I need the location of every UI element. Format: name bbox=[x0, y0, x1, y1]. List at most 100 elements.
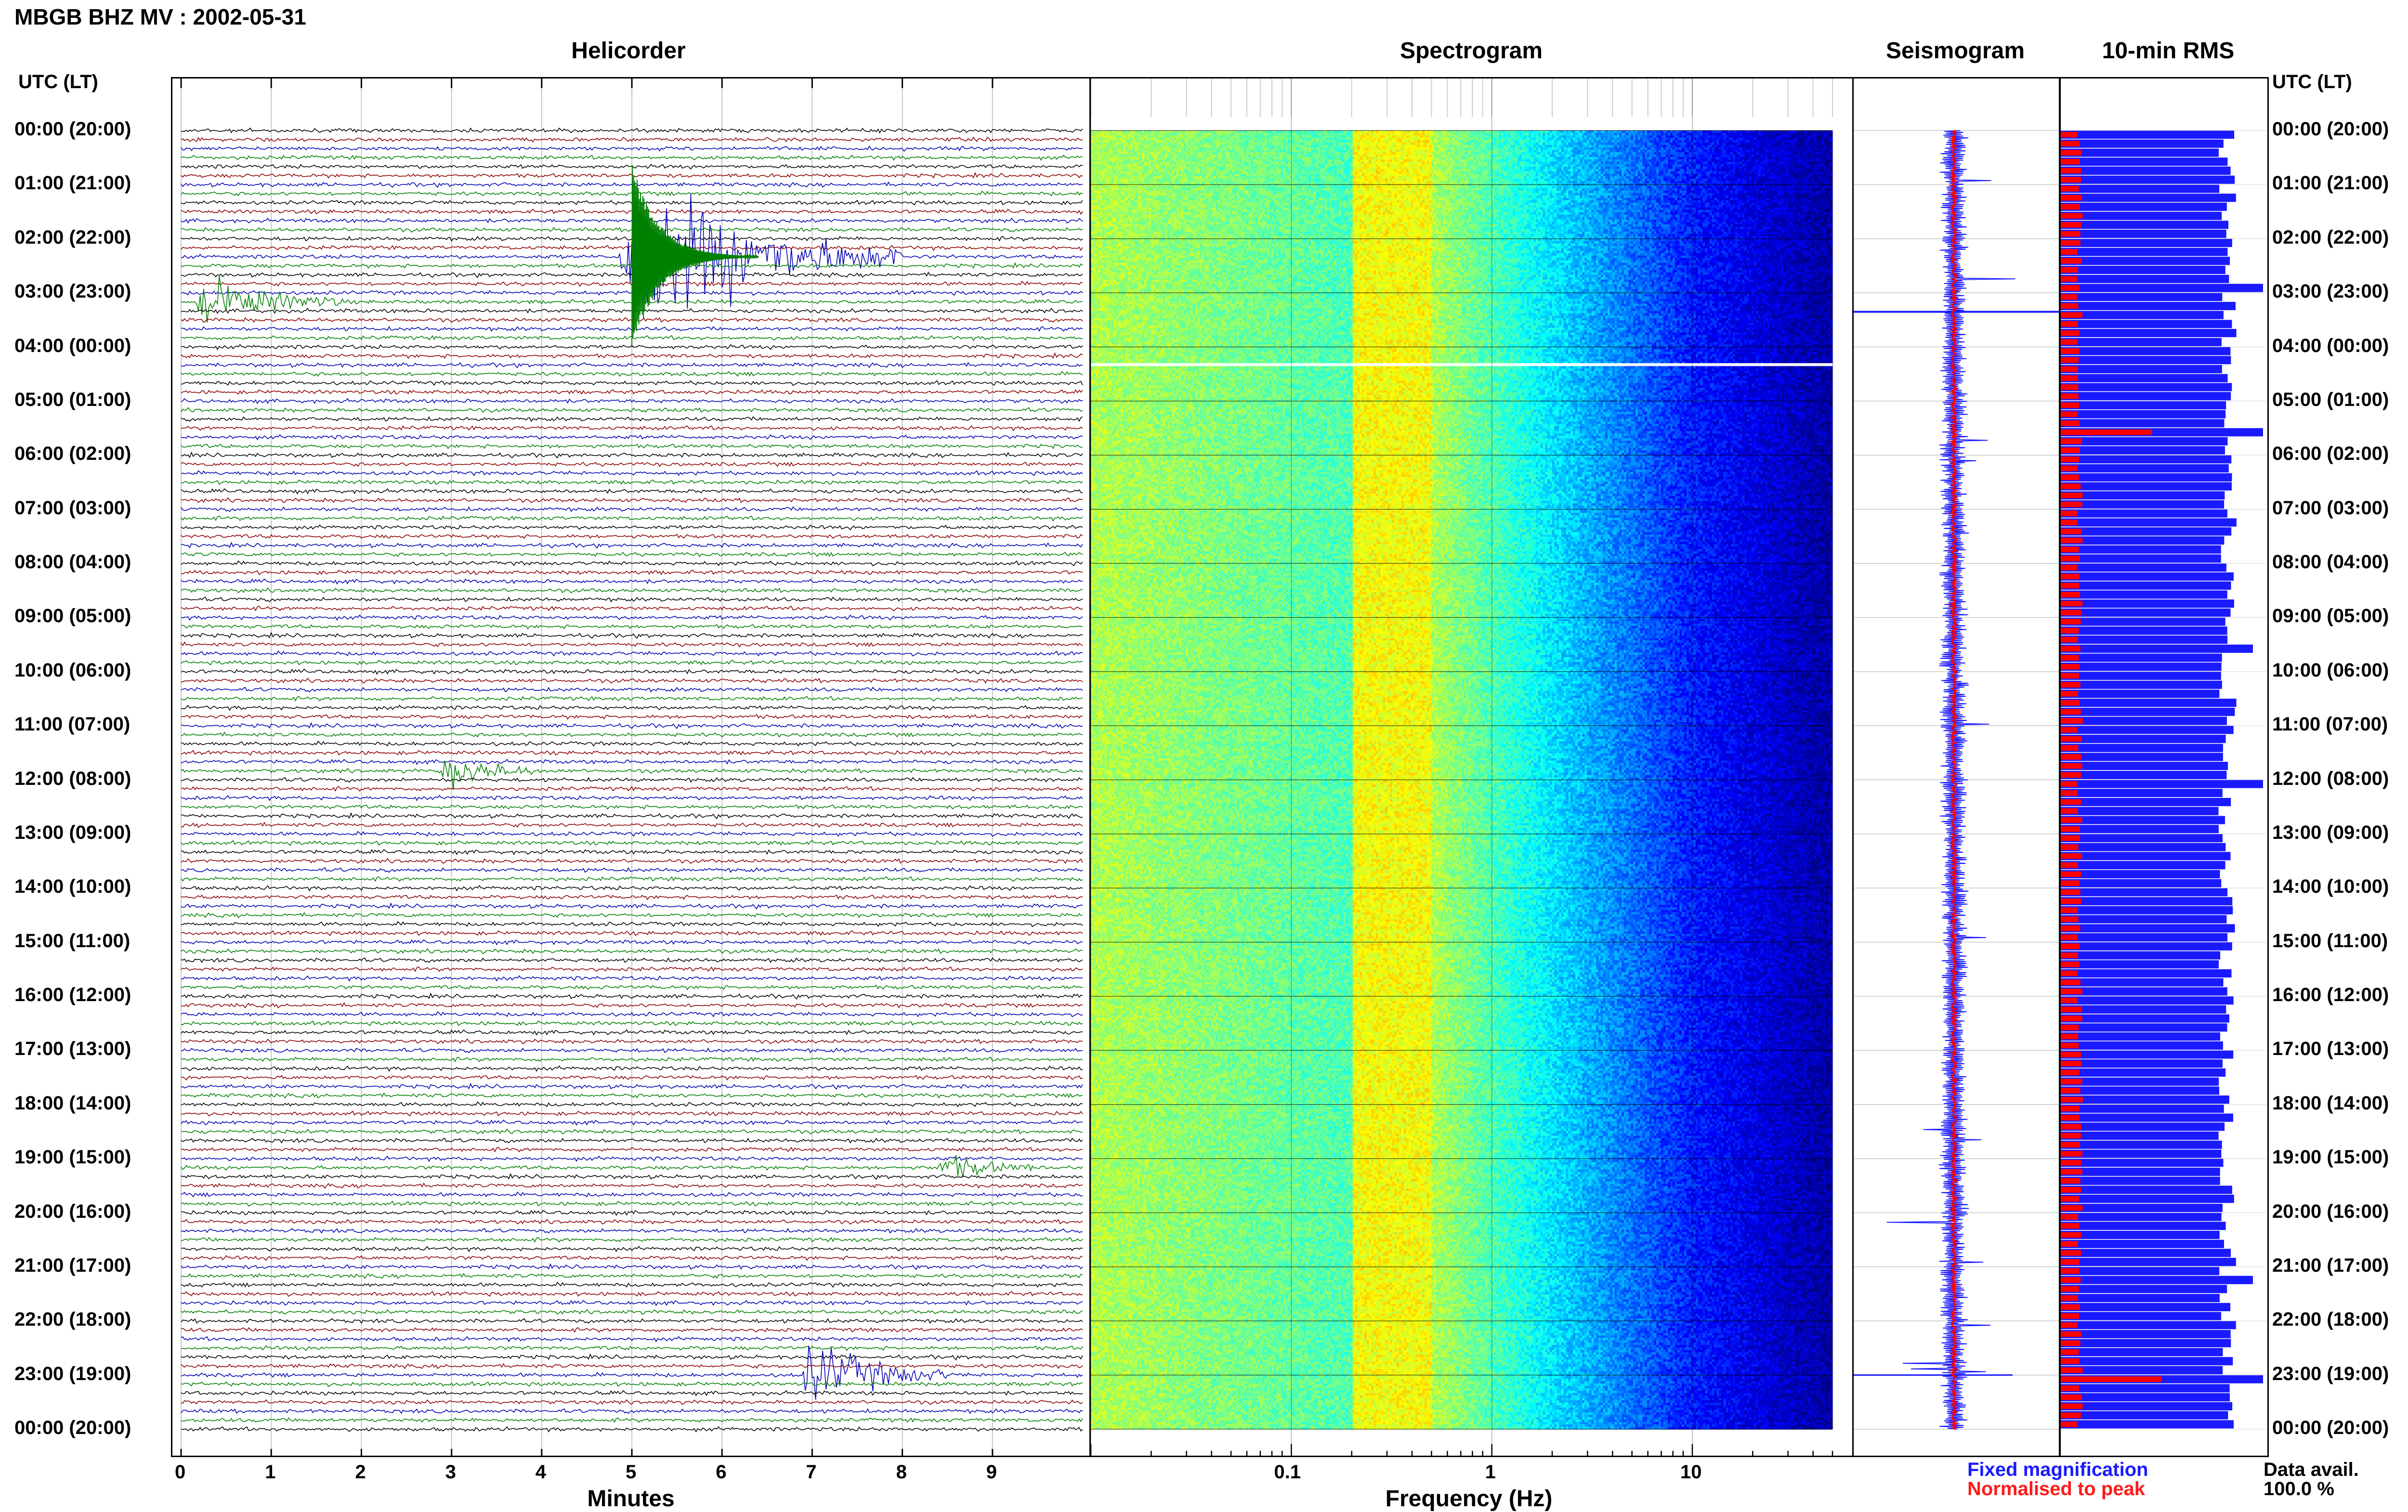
rms-bar-fixed bbox=[2061, 221, 2229, 229]
time-label-right: 00:00 (20:00) bbox=[2272, 118, 2389, 140]
helicorder-trace bbox=[181, 461, 1083, 468]
helicorder-trace bbox=[181, 1426, 1083, 1433]
rms-bar-normalised bbox=[2061, 411, 2078, 417]
rms-panel bbox=[2059, 77, 2269, 1457]
rms-bar-normalised bbox=[2061, 375, 2078, 381]
rms-bar-normalised bbox=[2061, 474, 2079, 481]
rms-bar-fixed bbox=[2061, 852, 2231, 860]
rms-bar-normalised bbox=[2061, 294, 2077, 300]
helicorder-trace bbox=[181, 1219, 1083, 1225]
helicorder-trace bbox=[181, 145, 1083, 152]
rms-bar-fixed bbox=[2061, 166, 2231, 175]
rms-bar-normalised bbox=[2061, 1223, 2080, 1229]
rms-bar-normalised bbox=[2061, 727, 2078, 733]
rms-bar-fixed bbox=[2061, 1014, 2229, 1023]
rms-bar-fixed bbox=[2061, 870, 2220, 878]
rms-bar-fixed bbox=[2061, 1249, 2231, 1257]
rms-bar-normalised bbox=[2061, 1313, 2079, 1319]
rms-bar-normalised bbox=[2061, 1060, 2081, 1067]
rms-bar-fixed bbox=[2061, 500, 2225, 509]
helicorder-trace bbox=[181, 470, 1083, 476]
rms-bar-normalised bbox=[2061, 258, 2082, 264]
rms-bar-normalised bbox=[2061, 745, 2079, 751]
rms-bar-fixed bbox=[2061, 1411, 2228, 1420]
legend-fixed-magnification: Fixed magnification bbox=[1967, 1459, 2148, 1480]
helicorder-trace bbox=[181, 1345, 1083, 1400]
rms-bar-normalised bbox=[2061, 1069, 2080, 1076]
rms-bar-fixed bbox=[2061, 915, 2227, 924]
spectrogram-x-tick-label: 1 bbox=[1485, 1461, 1496, 1483]
rms-bar-normalised bbox=[2061, 547, 2079, 552]
rms-bar-normalised bbox=[2061, 574, 2080, 580]
helicorder-trace bbox=[181, 1381, 1083, 1387]
rms-bar-normalised bbox=[2061, 564, 2078, 571]
spectrogram-image bbox=[1091, 78, 1852, 1456]
rms-bar-normalised bbox=[2061, 646, 2081, 652]
time-label-right: 02:00 (22:00) bbox=[2272, 226, 2389, 248]
rms-bar-fixed bbox=[2061, 265, 2225, 274]
rms-bar-fixed bbox=[2061, 780, 2263, 788]
rms-bar-normalised bbox=[2061, 1052, 2081, 1057]
rms-bar-fixed bbox=[2061, 401, 2226, 410]
rms-bar-normalised bbox=[2061, 853, 2082, 859]
helicorder-trace bbox=[181, 722, 1083, 730]
rms-bar-normalised bbox=[2061, 1322, 2078, 1328]
rms-bar-normalised bbox=[2061, 1376, 2162, 1382]
rms-bar-normalised bbox=[2061, 673, 2079, 679]
time-label-right: 23:00 (19:00) bbox=[2272, 1363, 2389, 1384]
helicorder-trace bbox=[181, 1363, 1083, 1369]
helicorder-trace bbox=[181, 1336, 1083, 1343]
rms-bar-normalised bbox=[2061, 1304, 2080, 1310]
helicorder-trace bbox=[181, 1011, 1083, 1017]
helicorder-trace bbox=[181, 587, 1083, 594]
rms-bar-normalised bbox=[2061, 195, 2082, 201]
time-label-left: 13:00 (09:00) bbox=[14, 821, 131, 843]
rms-bar-fixed bbox=[2061, 238, 2232, 247]
rms-bar-normalised bbox=[2061, 691, 2078, 697]
time-label-left: 12:00 (08:00) bbox=[14, 768, 131, 789]
rms-bar-fixed bbox=[2061, 762, 2228, 770]
time-label-left: 14:00 (10:00) bbox=[14, 876, 131, 898]
helicorder-trace bbox=[181, 171, 1083, 179]
rms-bar-normalised bbox=[2061, 402, 2080, 408]
rms-bar-fixed bbox=[2061, 969, 2232, 978]
helicorder-trace bbox=[181, 1173, 1083, 1180]
rms-bar-normalised bbox=[2061, 321, 2078, 327]
helicorder-trace bbox=[181, 1237, 1083, 1243]
rms-bar-fixed bbox=[2061, 455, 2232, 464]
helicorder-trace bbox=[181, 831, 1083, 837]
rms-bar-normalised bbox=[2061, 186, 2079, 192]
rms-bar-normalised bbox=[2061, 1006, 2082, 1013]
helicorder-trace bbox=[181, 1147, 1083, 1153]
helicorder-trace bbox=[181, 1029, 1083, 1036]
rms-bar-normalised bbox=[2061, 664, 2080, 670]
helicorder-trace bbox=[181, 1065, 1083, 1072]
rms-bar-normalised bbox=[2061, 736, 2082, 742]
rms-bar-fixed bbox=[2061, 130, 2235, 139]
time-label-right: 01:00 (21:00) bbox=[2272, 172, 2389, 194]
helicorder-trace bbox=[181, 164, 1083, 170]
rms-bar-fixed bbox=[2061, 1276, 2253, 1284]
rms-bar-fixed bbox=[2061, 464, 2229, 473]
helicorder-trace bbox=[181, 488, 1083, 495]
helicorder-trace bbox=[181, 515, 1083, 522]
rms-bar-normalised bbox=[2061, 276, 2078, 282]
helicorder-trace bbox=[181, 1273, 1083, 1279]
rms-bar-normalised bbox=[2061, 1205, 2083, 1211]
rms-bar-fixed bbox=[2061, 1357, 2233, 1366]
helicorder-trace bbox=[181, 876, 1083, 882]
rms-bar-fixed bbox=[2061, 1339, 2231, 1347]
time-label-right: 18:00 (14:00) bbox=[2272, 1092, 2389, 1114]
rms-bar-fixed bbox=[2061, 987, 2227, 996]
rms-bar-fixed bbox=[2061, 1077, 2219, 1086]
rms-bar-fixed bbox=[2061, 175, 2235, 184]
rms-bar-normalised bbox=[2061, 826, 2080, 832]
helicorder-trace bbox=[181, 632, 1083, 639]
rms-bar-fixed bbox=[2061, 1113, 2233, 1122]
helicorder-x-tick-label: 1 bbox=[265, 1461, 276, 1483]
rms-bar-normalised bbox=[2061, 592, 2081, 598]
rms-bar-fixed bbox=[2061, 942, 2232, 951]
rms-bar-normalised bbox=[2061, 420, 2080, 426]
time-label-right: 04:00 (00:00) bbox=[2272, 335, 2389, 356]
rms-bar-fixed bbox=[2061, 1005, 2226, 1014]
